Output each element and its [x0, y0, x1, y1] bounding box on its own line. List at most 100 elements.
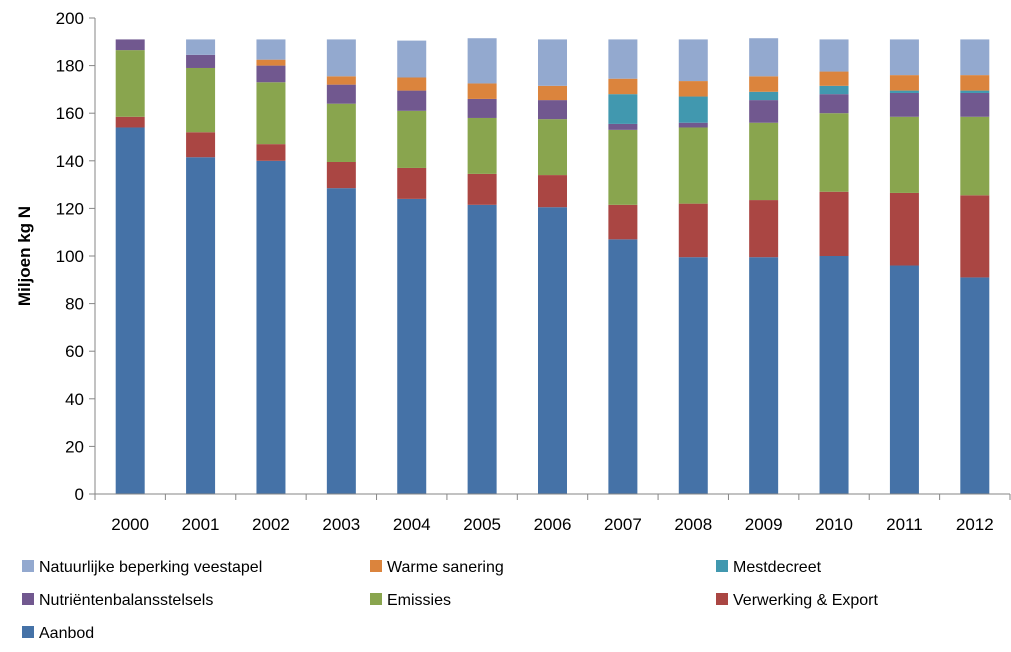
legend-label: Verwerking & Export	[733, 592, 879, 609]
bar-segment[interactable]	[326, 188, 356, 495]
legend-item[interactable]: Mestdecreet	[716, 559, 822, 576]
bar-segment[interactable]	[889, 265, 919, 494]
bar-segment[interactable]	[115, 127, 145, 494]
x-tick-label: 2012	[956, 515, 994, 534]
bar-segment[interactable]	[960, 90, 990, 93]
bar-segment[interactable]	[467, 204, 497, 494]
x-tick-label: 2011	[886, 515, 923, 534]
y-tick-label: 100	[56, 247, 84, 266]
bar-segment[interactable]	[467, 117, 497, 174]
bar-segment[interactable]	[608, 239, 638, 494]
bar-segment[interactable]	[960, 75, 990, 91]
bar-segment[interactable]	[467, 83, 497, 99]
y-tick-label: 140	[56, 152, 84, 171]
bar-segment[interactable]	[326, 84, 356, 104]
bar-segment[interactable]	[397, 198, 427, 494]
bar-segment[interactable]	[326, 76, 356, 85]
bar-segment[interactable]	[186, 54, 216, 68]
y-tick-label: 120	[56, 199, 84, 218]
bar-segment[interactable]	[960, 116, 990, 196]
bar-segment[interactable]	[538, 100, 567, 120]
bar-segment[interactable]	[960, 277, 990, 494]
bar-segment[interactable]	[889, 90, 919, 93]
bar-segment[interactable]	[678, 203, 708, 258]
bar-segment[interactable]	[608, 129, 638, 205]
bar-segment[interactable]	[467, 98, 497, 118]
bar-segment[interactable]	[538, 119, 567, 176]
bar-segment[interactable]	[326, 39, 356, 77]
legend-swatch	[370, 593, 382, 605]
bar-segment[interactable]	[960, 92, 990, 117]
bar-segment[interactable]	[819, 94, 849, 114]
bar-segment[interactable]	[538, 207, 567, 494]
bar-segment[interactable]	[889, 116, 919, 193]
bar-segment[interactable]	[256, 82, 286, 145]
legend-item[interactable]: Emissies	[370, 592, 451, 609]
bar-segment[interactable]	[186, 157, 216, 495]
bar-segment[interactable]	[889, 92, 919, 117]
bar-segment[interactable]	[819, 113, 849, 192]
bar-segment[interactable]	[397, 77, 427, 91]
bar-segment[interactable]	[678, 257, 708, 494]
bar-segment[interactable]	[538, 39, 567, 86]
bar-segment[interactable]	[608, 204, 638, 240]
bar-segment[interactable]	[256, 59, 286, 66]
bar-segment[interactable]	[256, 39, 286, 60]
bar-segment[interactable]	[608, 78, 638, 95]
legend-label: Emissies	[387, 592, 451, 609]
bar-segment[interactable]	[749, 257, 779, 494]
bar-segment[interactable]	[397, 110, 427, 168]
bar-segment[interactable]	[256, 65, 286, 83]
bar-segment[interactable]	[538, 85, 567, 101]
legend-swatch	[22, 593, 34, 605]
bar-segment[interactable]	[678, 39, 708, 82]
bar-segment[interactable]	[749, 122, 779, 201]
bar-segment[interactable]	[326, 161, 356, 189]
bar-segment[interactable]	[889, 39, 919, 76]
bar-segment[interactable]	[397, 40, 427, 78]
bar-segment[interactable]	[749, 38, 779, 77]
bar-segment[interactable]	[678, 96, 708, 123]
bar-segment[interactable]	[749, 100, 779, 123]
bar-segment[interactable]	[397, 167, 427, 199]
bar-segment[interactable]	[467, 173, 497, 205]
x-tick-label: 2000	[111, 515, 149, 534]
bar-segment[interactable]	[819, 71, 849, 86]
legend-item[interactable]: Verwerking & Export	[716, 592, 879, 609]
bar-segment[interactable]	[186, 67, 216, 133]
bar-segment[interactable]	[326, 103, 356, 162]
legend-item[interactable]: Warme sanering	[370, 559, 504, 576]
bar-segment[interactable]	[115, 50, 145, 117]
bar-segment[interactable]	[819, 85, 849, 95]
bar-segment[interactable]	[749, 200, 779, 258]
bar-segment[interactable]	[186, 132, 216, 158]
bar-segment[interactable]	[819, 256, 849, 494]
bar-segment[interactable]	[608, 123, 638, 130]
bar-segment[interactable]	[608, 94, 638, 124]
legend-item[interactable]: Natuurlijke beperking veestapel	[22, 559, 262, 576]
bar-segment[interactable]	[397, 90, 427, 111]
bar-segment[interactable]	[678, 81, 708, 97]
bar-segment[interactable]	[678, 127, 708, 204]
bar-segment[interactable]	[889, 192, 919, 266]
legend-item[interactable]: Nutriëntenbalansstelsels	[22, 592, 213, 609]
bar-segment[interactable]	[819, 191, 849, 256]
bar-segment[interactable]	[467, 38, 497, 84]
legend-swatch	[716, 593, 728, 605]
bar-segment[interactable]	[749, 76, 779, 92]
bar-segment[interactable]	[749, 91, 779, 101]
bar-segment[interactable]	[889, 75, 919, 91]
y-tick-label: 80	[65, 295, 84, 314]
bar-segment[interactable]	[960, 195, 990, 278]
bar-segment[interactable]	[115, 116, 145, 128]
bar-segment[interactable]	[256, 160, 286, 495]
bar-segment[interactable]	[819, 39, 849, 72]
bar-segment[interactable]	[608, 39, 638, 79]
bar-segment[interactable]	[256, 144, 286, 161]
bar-segment[interactable]	[538, 175, 567, 208]
legend-item[interactable]: Aanbod	[22, 625, 94, 642]
bar-segment[interactable]	[186, 39, 216, 55]
bar-segment[interactable]	[678, 122, 708, 128]
bar-segment[interactable]	[115, 39, 145, 51]
bar-segment[interactable]	[960, 39, 990, 76]
